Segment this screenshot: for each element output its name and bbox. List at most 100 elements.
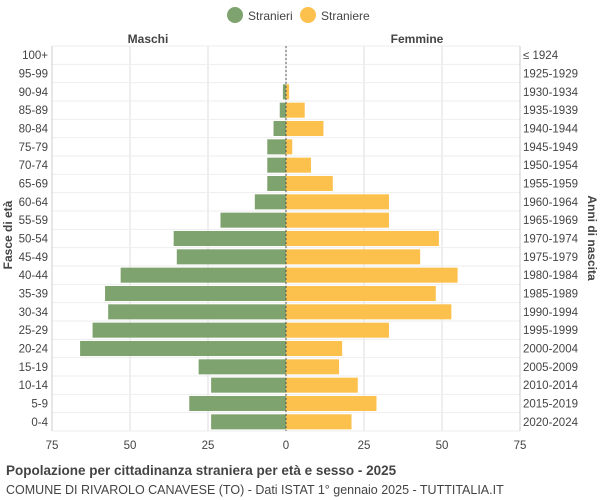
bar-male-45-49 — [176, 249, 286, 265]
x-tick-label: 25 — [202, 440, 215, 452]
age-group-labels: 100+ 95-99 90-94 85-89 80-84 75-79 70-74 65-69 6… — [19, 50, 49, 429]
birth-year-label: 1945-1949 — [523, 142, 578, 154]
bar-female-20-24 — [286, 340, 343, 357]
legend: Stranieri Straniere — [227, 7, 370, 23]
chart-title: Popolazione per cittadinanza straniera p… — [6, 463, 397, 478]
age-group-label: 90-94 — [19, 87, 49, 99]
birth-year-label: 1985-1989 — [523, 289, 578, 301]
bar-male-70-74 — [267, 157, 286, 173]
bar-female-55-59 — [286, 212, 389, 228]
bar-female-0-4 — [286, 414, 352, 430]
age-group-label: 0-4 — [31, 417, 48, 429]
age-group-label: 30-34 — [19, 307, 49, 319]
age-group-label: 65-69 — [19, 179, 48, 191]
bars — [80, 46, 458, 431]
bar-female-35-39 — [286, 285, 436, 302]
bar-male-65-69 — [267, 175, 286, 192]
birth-year-label: 2020-2024 — [523, 417, 579, 429]
x-tick-label: 50 — [124, 440, 137, 452]
y-axis-label-left: Fasce di età — [1, 200, 15, 269]
chart-subtitle: COMUNE DI RIVAROLO CANAVESE (TO) - Dati … — [6, 483, 504, 497]
bar-female-45-49 — [286, 249, 421, 265]
birth-year-label: 1980-1984 — [523, 270, 579, 282]
x-tick-label: 50 — [436, 440, 449, 452]
age-group-label: 5-9 — [31, 399, 48, 411]
age-group-label: 60-64 — [19, 197, 49, 209]
y-axis-label-right: Anni di nascita — [585, 195, 599, 281]
bar-female-10-14 — [286, 377, 358, 393]
birth-year-label: 1975-1979 — [523, 252, 578, 264]
legend-swatch-stranieri — [227, 7, 243, 23]
header-females: Femmine — [391, 32, 444, 46]
birth-year-label: 1990-1994 — [523, 307, 579, 319]
legend-label-stranieri: Stranieri — [248, 9, 293, 23]
bar-male-0-4 — [211, 414, 286, 430]
header-males: Maschi — [128, 32, 169, 46]
age-group-label: 45-49 — [19, 252, 48, 264]
bar-female-70-74 — [286, 157, 311, 173]
bar-male-30-34 — [108, 304, 286, 320]
bar-male-75-79 — [267, 139, 286, 155]
birth-year-label: 2005-2009 — [523, 362, 578, 374]
population-pyramid-chart: Stranieri Straniere Maschi Femmine Fasce… — [1, 7, 599, 452]
legend-swatch-straniere — [300, 7, 316, 23]
birth-year-label: 1950-1954 — [523, 160, 579, 172]
bar-female-85-89 — [286, 102, 305, 118]
birth-year-label: 1930-1934 — [523, 87, 579, 99]
bar-male-40-44 — [120, 267, 286, 283]
bar-female-65-69 — [286, 175, 333, 192]
bar-male-15-19 — [198, 359, 286, 375]
bar-female-50-54 — [286, 230, 439, 247]
birth-year-label: 1995-1999 — [523, 325, 578, 337]
x-tick-label: 25 — [358, 440, 371, 452]
age-group-label: 20-24 — [19, 344, 49, 356]
age-group-label: 10-14 — [19, 380, 49, 392]
age-group-label: 40-44 — [19, 270, 49, 282]
legend-label-straniere: Straniere — [321, 9, 370, 23]
bar-female-80-84 — [286, 120, 324, 137]
bar-male-80-84 — [273, 120, 286, 137]
birth-year-label: 1940-1944 — [523, 124, 579, 136]
x-tick-label: 75 — [46, 440, 59, 452]
bar-male-55-59 — [220, 212, 286, 228]
bar-female-75-79 — [286, 139, 293, 155]
birth-year-label: 1965-1969 — [523, 215, 578, 227]
bar-male-5-9 — [189, 395, 286, 412]
age-group-label: 50-54 — [19, 234, 49, 246]
birth-year-label: 2000-2004 — [523, 344, 579, 356]
bar-female-90-94 — [286, 84, 290, 100]
bar-female-5-9 — [286, 395, 377, 412]
bar-male-25-29 — [92, 322, 286, 338]
bar-male-50-54 — [173, 230, 286, 247]
birth-year-label: 1960-1964 — [523, 197, 579, 209]
birth-year-label: 1925-1929 — [523, 69, 578, 81]
birth-year-labels: ≤ 1924 1925-1929 1930-1934 1935-1939 1940-19… — [523, 50, 579, 429]
bar-female-40-44 — [286, 267, 458, 283]
bar-female-60-64 — [286, 194, 389, 210]
birth-year-label: 1955-1959 — [523, 179, 578, 191]
age-group-label: 75-79 — [19, 142, 48, 154]
age-group-label: 70-74 — [19, 160, 49, 172]
age-group-label: 15-19 — [19, 362, 48, 374]
bar-female-15-19 — [286, 359, 340, 375]
birth-year-label: 2015-2019 — [523, 399, 578, 411]
bar-male-35-39 — [105, 285, 286, 302]
age-group-label: 100+ — [22, 50, 48, 62]
bar-female-25-29 — [286, 322, 389, 338]
age-group-label: 25-29 — [19, 325, 48, 337]
age-group-label: 55-59 — [19, 215, 48, 227]
x-tick-labels: 75 50 25 0 25 50 75 — [46, 440, 527, 452]
age-group-label: 80-84 — [19, 124, 49, 136]
age-group-label: 85-89 — [19, 105, 48, 117]
x-tick-label: 0 — [283, 440, 289, 452]
birth-year-label: ≤ 1924 — [523, 50, 559, 62]
birth-year-label: 2010-2014 — [523, 380, 579, 392]
birth-year-label: 1935-1939 — [523, 105, 578, 117]
x-tick-label: 75 — [514, 440, 527, 452]
bar-female-30-34 — [286, 304, 452, 320]
bar-male-85-89 — [279, 102, 286, 118]
bar-male-60-64 — [254, 194, 286, 210]
bar-male-10-14 — [211, 377, 286, 393]
bar-male-20-24 — [80, 340, 286, 357]
age-group-label: 35-39 — [19, 289, 48, 301]
